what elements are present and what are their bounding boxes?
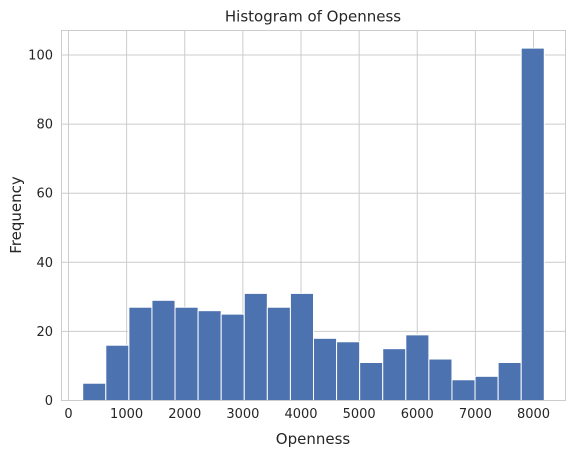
histogram-bar-4 — [151, 299, 176, 402]
y-tick-label-0: 0 — [45, 394, 53, 409]
histogram-bar-8 — [243, 292, 268, 402]
histogram-bar-6 — [197, 310, 222, 401]
y-tick-label-40: 40 — [36, 256, 53, 271]
histogram-bar-5 — [174, 306, 199, 401]
x-tick-labels: 0 1000 2000 3000 4000 5000 6000 7000 8000 — [64, 407, 550, 422]
x-tick-label-7000: 7000 — [459, 407, 492, 422]
chart-title: Histogram of Openness — [225, 8, 401, 26]
histogram-bar-16 — [428, 358, 453, 402]
x-tick-label-2000: 2000 — [168, 407, 201, 422]
histogram-bar-17 — [451, 379, 476, 401]
y-tick-label-100: 100 — [28, 49, 53, 64]
histogram-bar-15 — [405, 334, 430, 401]
plot-frame — [61, 30, 566, 401]
histogram-bar-7 — [220, 313, 245, 401]
y-tick-labels: 0 20 40 60 80 100 — [28, 49, 53, 409]
histogram-bars — [82, 47, 545, 402]
histogram-bar-12 — [336, 341, 361, 401]
histogram-bar-19 — [497, 361, 522, 402]
histogram-bar-20 — [520, 47, 545, 401]
x-tick-label-5000: 5000 — [343, 407, 376, 422]
histogram-bar-11 — [313, 337, 338, 401]
x-tick-label-0: 0 — [64, 407, 72, 422]
y-tick-label-60: 60 — [36, 187, 53, 202]
x-tick-label-4000: 4000 — [284, 407, 317, 422]
x-tick-label-8000: 8000 — [517, 407, 550, 422]
histogram-bar-10 — [289, 292, 315, 402]
x-axis-label: Openness — [276, 430, 351, 448]
histogram-bar-14 — [382, 348, 407, 401]
x-tick-label-6000: 6000 — [401, 407, 434, 422]
x-tick-label-3000: 3000 — [226, 407, 259, 422]
histogram-bar-3 — [128, 306, 153, 401]
y-tick-label-20: 20 — [36, 325, 53, 340]
x-tick-label-1000: 1000 — [110, 407, 143, 422]
histogram-bar-13 — [359, 361, 384, 402]
y-axis-label: Frequency — [7, 176, 25, 254]
y-tick-label-80: 80 — [36, 118, 53, 133]
histogram-bar-9 — [266, 306, 291, 401]
histogram-bar-18 — [474, 375, 499, 401]
histogram-bar-1 — [82, 382, 107, 401]
histogram-bar-2 — [105, 344, 130, 401]
